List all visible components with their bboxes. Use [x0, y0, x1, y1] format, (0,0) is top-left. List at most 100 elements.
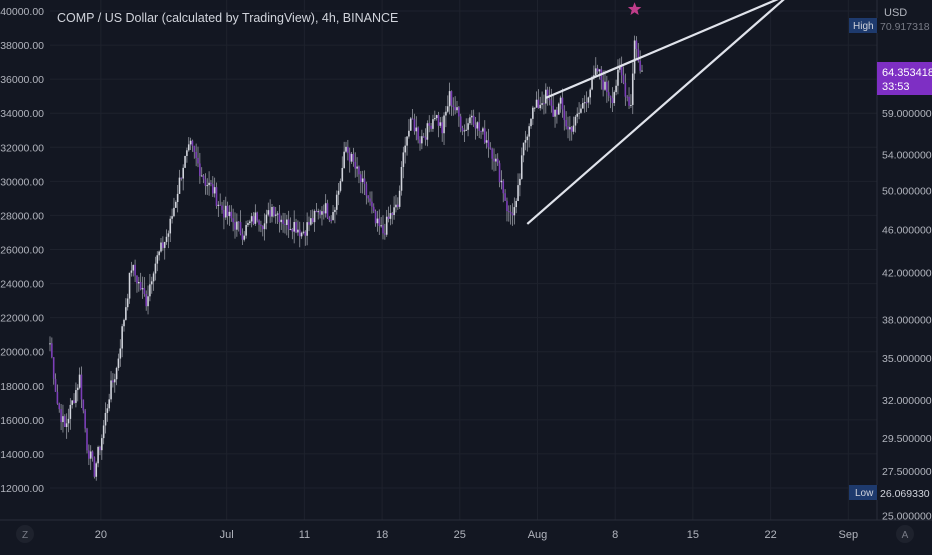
- candle-body: [520, 155, 523, 179]
- candle-body: [311, 218, 314, 223]
- candle-body: [554, 109, 556, 117]
- candle-body: [446, 106, 449, 112]
- candle-body: [202, 175, 205, 180]
- candle-body: [430, 125, 432, 129]
- auto-scale-button[interactable]: [896, 525, 914, 543]
- candle-body: [260, 224, 262, 227]
- candle-body: [239, 222, 242, 234]
- candle-body: [204, 179, 207, 186]
- candle-body: [295, 222, 297, 233]
- candle-body: [424, 137, 427, 140]
- candle-body: [150, 281, 153, 285]
- candle-body: [154, 263, 157, 274]
- candle-body: [413, 119, 416, 132]
- candle-body: [372, 206, 375, 212]
- candle-body: [434, 118, 436, 120]
- candle-body: [533, 107, 536, 109]
- candle-body: [626, 96, 628, 98]
- candle-body: [469, 117, 471, 124]
- candle-body: [293, 222, 295, 232]
- candle-body: [478, 122, 480, 131]
- candle-body: [86, 428, 88, 451]
- candle-body: [269, 210, 271, 217]
- candle-body: [426, 123, 429, 140]
- candle-body: [249, 221, 251, 224]
- right-axis-tick-label: 29.500000: [882, 433, 932, 445]
- candle-body: [123, 319, 125, 327]
- candle-body: [110, 380, 112, 400]
- candle-body: [187, 144, 190, 151]
- candle-body: [360, 174, 362, 182]
- candle-body: [365, 183, 368, 196]
- candle-body: [619, 65, 621, 70]
- candle-body: [506, 200, 508, 212]
- candle-body: [186, 150, 188, 156]
- candle-body: [398, 190, 401, 207]
- right-axis-tick-label: 59.000000: [882, 108, 932, 120]
- candle-body: [578, 112, 580, 114]
- candle-body: [391, 213, 394, 215]
- left-axis-tick-label: 36000.00: [0, 74, 44, 86]
- candle-body: [250, 216, 253, 222]
- time-axis[interactable]: [0, 520, 932, 550]
- scale-toggle-button[interactable]: [16, 525, 34, 543]
- candle-body: [476, 122, 479, 129]
- candle-body: [223, 209, 225, 218]
- scale-toggle-label: Z: [22, 530, 28, 541]
- candle-body: [343, 151, 345, 168]
- candle-body: [382, 225, 384, 234]
- candle-body: [609, 95, 612, 98]
- candle-body: [97, 446, 99, 464]
- candle-body: [415, 127, 418, 132]
- candle-body: [62, 416, 64, 423]
- candle-body: [550, 100, 553, 106]
- candle-body: [508, 211, 510, 213]
- candle-body: [441, 122, 443, 134]
- left-axis-tick-label: 20000.00: [0, 347, 44, 359]
- candle-body: [126, 298, 129, 308]
- candle-body: [408, 130, 410, 137]
- right-axis-tick-label: 32.000000: [882, 395, 932, 407]
- candle-body: [409, 118, 412, 131]
- candle-body: [162, 242, 164, 248]
- right-axis-tick-label: 50.000000: [882, 186, 932, 198]
- left-axis-tick-label: 38000.00: [0, 40, 44, 52]
- left-axis-tick-label: 40000.00: [0, 6, 44, 18]
- time-axis-labels: 20 Jul 11 18 25 Aug 8 15 22 Sep: [95, 529, 858, 541]
- candle-body: [228, 211, 231, 217]
- candle-body: [64, 416, 66, 428]
- candle-body: [371, 201, 373, 207]
- candle-body: [121, 326, 123, 349]
- candle-body: [112, 380, 114, 383]
- candle-body: [52, 357, 55, 379]
- candle-body: [300, 232, 303, 237]
- left-axis-tick-label: 26000.00: [0, 245, 44, 257]
- candle-body: [513, 207, 516, 216]
- candle-body: [591, 76, 593, 90]
- candle-body: [572, 125, 575, 132]
- candle-body: [556, 109, 558, 115]
- candle-body: [502, 180, 505, 194]
- candle-body: [206, 185, 209, 187]
- candle-body: [91, 451, 94, 458]
- time-axis-tick-label: Jul: [220, 529, 234, 541]
- candle-body: [224, 205, 227, 218]
- candle-body: [535, 99, 538, 108]
- candle-body: [278, 213, 281, 223]
- candle-body: [60, 409, 62, 423]
- candle-body: [580, 108, 582, 113]
- candle-body: [569, 127, 571, 130]
- candle-body: [221, 205, 223, 210]
- candle-body: [78, 374, 81, 388]
- candle-body: [152, 273, 155, 282]
- high-star-icon: [627, 2, 642, 15]
- candle-body: [545, 89, 547, 104]
- candle-body: [361, 178, 364, 182]
- candle-body: [67, 418, 70, 424]
- right-axis-tick-label: 35.000000: [882, 353, 932, 365]
- candle-body: [95, 463, 98, 477]
- right-axis-tick-label: 38.000000: [882, 314, 932, 326]
- candle-body: [582, 103, 584, 109]
